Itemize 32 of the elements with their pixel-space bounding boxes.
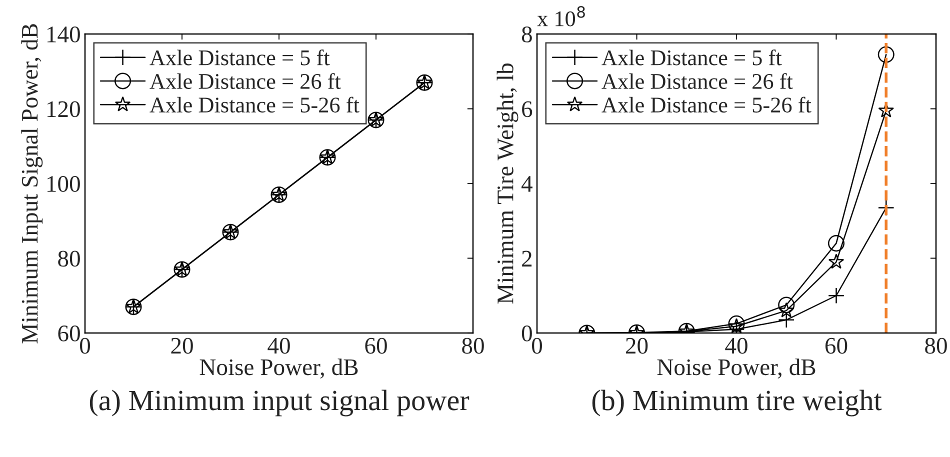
y-axis-title: Minimum Input Signal Power, dB <box>21 24 43 344</box>
x-tick-label: 60 <box>825 338 848 354</box>
legend-label: Axle Distance = 26 ft <box>602 73 793 89</box>
x-tick-label: 20 <box>171 338 193 354</box>
y-tick-label: 0 <box>522 325 532 342</box>
y-tick-label: 120 <box>47 101 80 118</box>
y-axis-title: Minimum Tire Weight, lb <box>496 64 518 304</box>
text: (b) Minimum tire weight <box>592 390 882 416</box>
x-tick-label: 40 <box>268 338 290 354</box>
x-tick-label: 40 <box>725 338 748 354</box>
x-tick-label: 80 <box>462 338 484 354</box>
y-tick-label: 80 <box>58 250 80 267</box>
text: (a) Minimum input signal power <box>90 390 470 416</box>
y-tick-label: 140 <box>47 26 80 42</box>
legend-label: Axle Distance = 5 ft <box>602 49 782 66</box>
legend-label: Axle Distance = 5-26 ft <box>602 96 812 113</box>
y-tick-label: 2 <box>522 250 532 266</box>
legend-label: Axle Distance = 26 ft <box>150 73 341 89</box>
legend-label: Axle Distance = 5-26 ft <box>150 96 360 113</box>
x-axis-title: Noise Power, dB <box>200 358 358 379</box>
x-tick-label: 20 <box>626 338 648 354</box>
y-tick-label: 8 <box>522 26 532 42</box>
legend-label: Axle Distance = 5 ft <box>150 49 330 66</box>
x-tick-label: 80 <box>925 338 947 354</box>
x-tick-label: 60 <box>365 338 387 354</box>
x-tick-label: 0 <box>80 338 90 354</box>
y-tick-label: 60 <box>58 325 80 342</box>
y-tick-label: 6 <box>522 101 532 118</box>
text: x 10$^{8}$ <box>537 6 585 26</box>
x-axis-title: Noise Power, dB <box>657 358 816 379</box>
y-tick-label: 4 <box>521 176 532 192</box>
y-tick-label: 100 <box>47 176 80 192</box>
